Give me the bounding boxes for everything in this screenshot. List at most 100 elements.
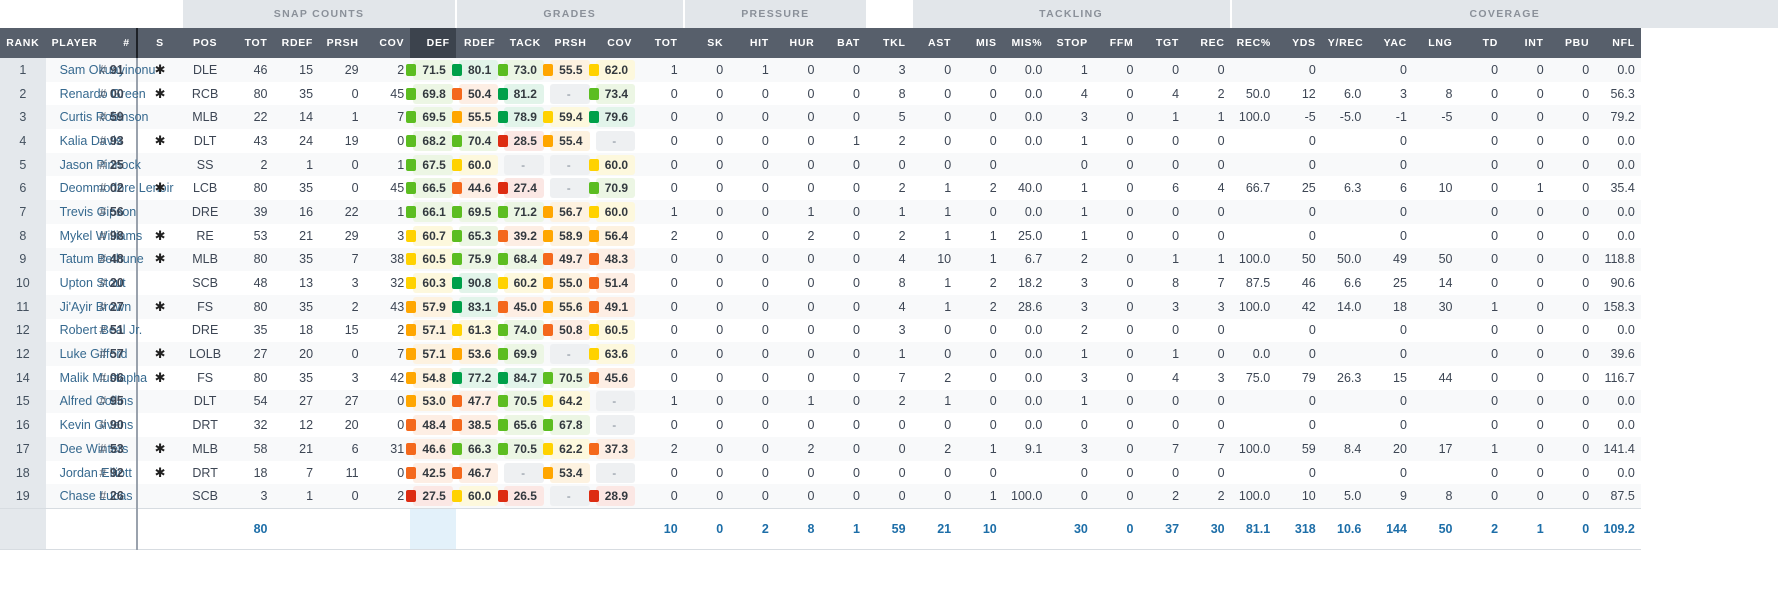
- column-header-rec[interactable]: REC: [1185, 28, 1231, 58]
- table-row[interactable]: 18 Jordan Elliott # 92 ✱ DRT 18 7 11 0 42.5 46.7-5…: [0, 460, 1778, 485]
- cell-jersey: # 26: [91, 484, 137, 509]
- cell-player[interactable]: Trevis Gipson: [45, 200, 136, 224]
- column-header-tkl[interactable]: TKL: [865, 28, 912, 58]
- column-header-pbu[interactable]: PBU: [1549, 28, 1596, 58]
- grade-color-swatch-icon: [497, 324, 508, 337]
- table-row[interactable]: 19 Chase Lucas # 26 SCB 3 1 0 2 27.5 60.0 26.5-28.…: [0, 484, 1778, 509]
- cell-player[interactable]: Deommodore Lenoir: [45, 176, 174, 201]
- column-header-yac[interactable]: YAC: [1367, 28, 1413, 58]
- column-header-p-hur[interactable]: HUR: [774, 28, 821, 58]
- table-row[interactable]: 10 Upton Stout # 20 SCB 48 13 3 32 60.3 90.8 60.2 5…: [0, 271, 1778, 295]
- cell-player[interactable]: Robert Beal Jr.: [45, 318, 142, 343]
- table-row[interactable]: 15 Alfred Collins # 95 DLT 54 27 27 0 53.0 47.7 70…: [0, 389, 1778, 414]
- cell-player[interactable]: Kalia Davis: [45, 129, 122, 153]
- column-header-yrec[interactable]: Y/REC: [1321, 28, 1368, 58]
- column-header-jersey[interactable]: #: [91, 28, 137, 58]
- grade-color-swatch-icon: [543, 205, 554, 218]
- cell-player[interactable]: Malik Mustapha: [45, 365, 147, 390]
- cell-player[interactable]: Kevin Givens: [45, 413, 133, 437]
- column-header-g-tack[interactable]: TACK: [501, 28, 547, 58]
- cell-mis: 0: [957, 105, 1003, 130]
- cell-int: 0: [1504, 129, 1550, 153]
- column-header-lng[interactable]: LNG: [1412, 28, 1459, 58]
- cell-player[interactable]: Renardo Green: [45, 81, 146, 106]
- column-header-rank[interactable]: RANK: [0, 28, 46, 58]
- column-header-td[interactable]: TD: [1458, 28, 1505, 58]
- cell-p-tot: 0: [638, 81, 684, 106]
- column-header-p-tot[interactable]: TOT: [638, 28, 684, 58]
- table-footer: 80 10 0 2 8 1 59 21 10 30 0 37 30 81.1 318 10.6 144 50 2 1 0…: [0, 508, 1778, 551]
- column-header-g-def[interactable]: DEF: [410, 28, 456, 58]
- column-header-sc-prsh[interactable]: PRSH: [319, 28, 365, 58]
- table-row[interactable]: 16 Kevin Givens # 90 DRT 32 12 20 0 48.4 38.5 65.6…: [0, 413, 1778, 437]
- cell-ffm: 0: [1093, 271, 1140, 295]
- grade-value: 73.0: [513, 62, 537, 77]
- grade-color-swatch-icon: [452, 111, 462, 124]
- column-header-p-hit[interactable]: HIT: [729, 28, 775, 58]
- cell-player[interactable]: Jordan Elliott: [45, 460, 132, 485]
- column-header-sc-cov[interactable]: COV: [364, 28, 411, 58]
- grade-value: 69.9: [513, 347, 537, 362]
- column-header-tgt[interactable]: TGT: [1139, 28, 1186, 58]
- column-header-g-rdef[interactable]: RDEF: [455, 28, 502, 58]
- cell-pos: DLT: [182, 129, 228, 153]
- column-header-bat[interactable]: BAT: [820, 28, 866, 58]
- column-header-yds[interactable]: YDS: [1276, 28, 1322, 58]
- cell-player[interactable]: Upton Stout: [45, 271, 126, 295]
- table-row[interactable]: 17 Dee Winters # 53 ✱ MLB 58 21 6 31 46.6 66.3 70.5…: [0, 437, 1778, 461]
- cell-player[interactable]: Sam Okuayinonu: [45, 58, 155, 82]
- column-header-g-cov[interactable]: COV: [592, 28, 639, 58]
- grade-color-swatch-icon: [406, 134, 417, 147]
- cell-player[interactable]: Ji'Ayir Brown: [45, 294, 131, 319]
- cell-recpct: 66.7: [1230, 176, 1277, 201]
- column-header-sc-rdef[interactable]: RDEF: [273, 28, 320, 58]
- column-header-sc-tot[interactable]: TOT: [227, 28, 274, 58]
- cell-lng: 14: [1412, 271, 1459, 295]
- column-header-ast[interactable]: AST: [911, 28, 958, 58]
- column-header-nfl[interactable]: NFL: [1595, 28, 1641, 58]
- table-row[interactable]: 7 Trevis Gipson # 56 DRE 39 16 22 1 66.1 69.5 71.2…: [0, 200, 1778, 224]
- cell-pbu: 0: [1549, 129, 1596, 153]
- cell-recpct: [1230, 389, 1277, 414]
- cell-player[interactable]: Jason Pinnock: [45, 152, 141, 177]
- cell-player[interactable]: Luke Gifford: [45, 342, 127, 366]
- cell-g-prsh: 67.8: [543, 413, 593, 437]
- cell-rec: 0: [1185, 152, 1231, 177]
- cell-tgt: 0: [1139, 129, 1186, 153]
- column-header-recpct[interactable]: REC%: [1230, 28, 1277, 58]
- cell-lng: [1412, 129, 1459, 153]
- table-row[interactable]: 4 Kalia Davis # 93 ✱ DLT 43 24 19 0 68.2 70.4 28.5 5…: [0, 129, 1778, 153]
- cell-player[interactable]: Mykel Williams: [45, 223, 142, 248]
- cell-player[interactable]: Tatum Bethune: [45, 247, 144, 272]
- cell-player[interactable]: Chase Lucas: [45, 484, 133, 509]
- grade-color-swatch-icon: [452, 324, 462, 337]
- cell-mis: 0: [957, 460, 1003, 485]
- column-header-ffm[interactable]: FFM: [1093, 28, 1140, 58]
- column-header-mispct[interactable]: MIS%: [1002, 28, 1049, 58]
- cell-g-cov: 48.3: [588, 247, 639, 272]
- cell-g-tack: 78.9: [497, 105, 547, 130]
- cell-player[interactable]: Alfred Collins: [45, 389, 133, 414]
- column-header-g-prsh[interactable]: PRSH: [546, 28, 593, 58]
- column-header-p-sk[interactable]: SK: [683, 28, 730, 58]
- cell-player[interactable]: Dee Winters: [45, 437, 128, 461]
- column-header-pos[interactable]: POS: [182, 28, 228, 58]
- cell-rank: 12: [0, 318, 46, 343]
- column-header-sel[interactable]: S: [135, 28, 183, 58]
- cell-player[interactable]: Curtis Robinson: [45, 105, 149, 130]
- column-header-player[interactable]: PLAYER: [45, 28, 97, 58]
- table-row[interactable]: 12 Luke Gifford # 57 ✱ LOLB 27 20 0 7 57.1 53.6 69.…: [0, 342, 1778, 366]
- column-header-mis[interactable]: MIS: [957, 28, 1003, 58]
- table-row[interactable]: 11 Ji'Ayir Brown # 27 ✱ FS 80 35 2 43 57.9 83.1 45.…: [0, 294, 1778, 319]
- column-header-stop[interactable]: STOP: [1048, 28, 1094, 58]
- column-header-int[interactable]: INT: [1504, 28, 1550, 58]
